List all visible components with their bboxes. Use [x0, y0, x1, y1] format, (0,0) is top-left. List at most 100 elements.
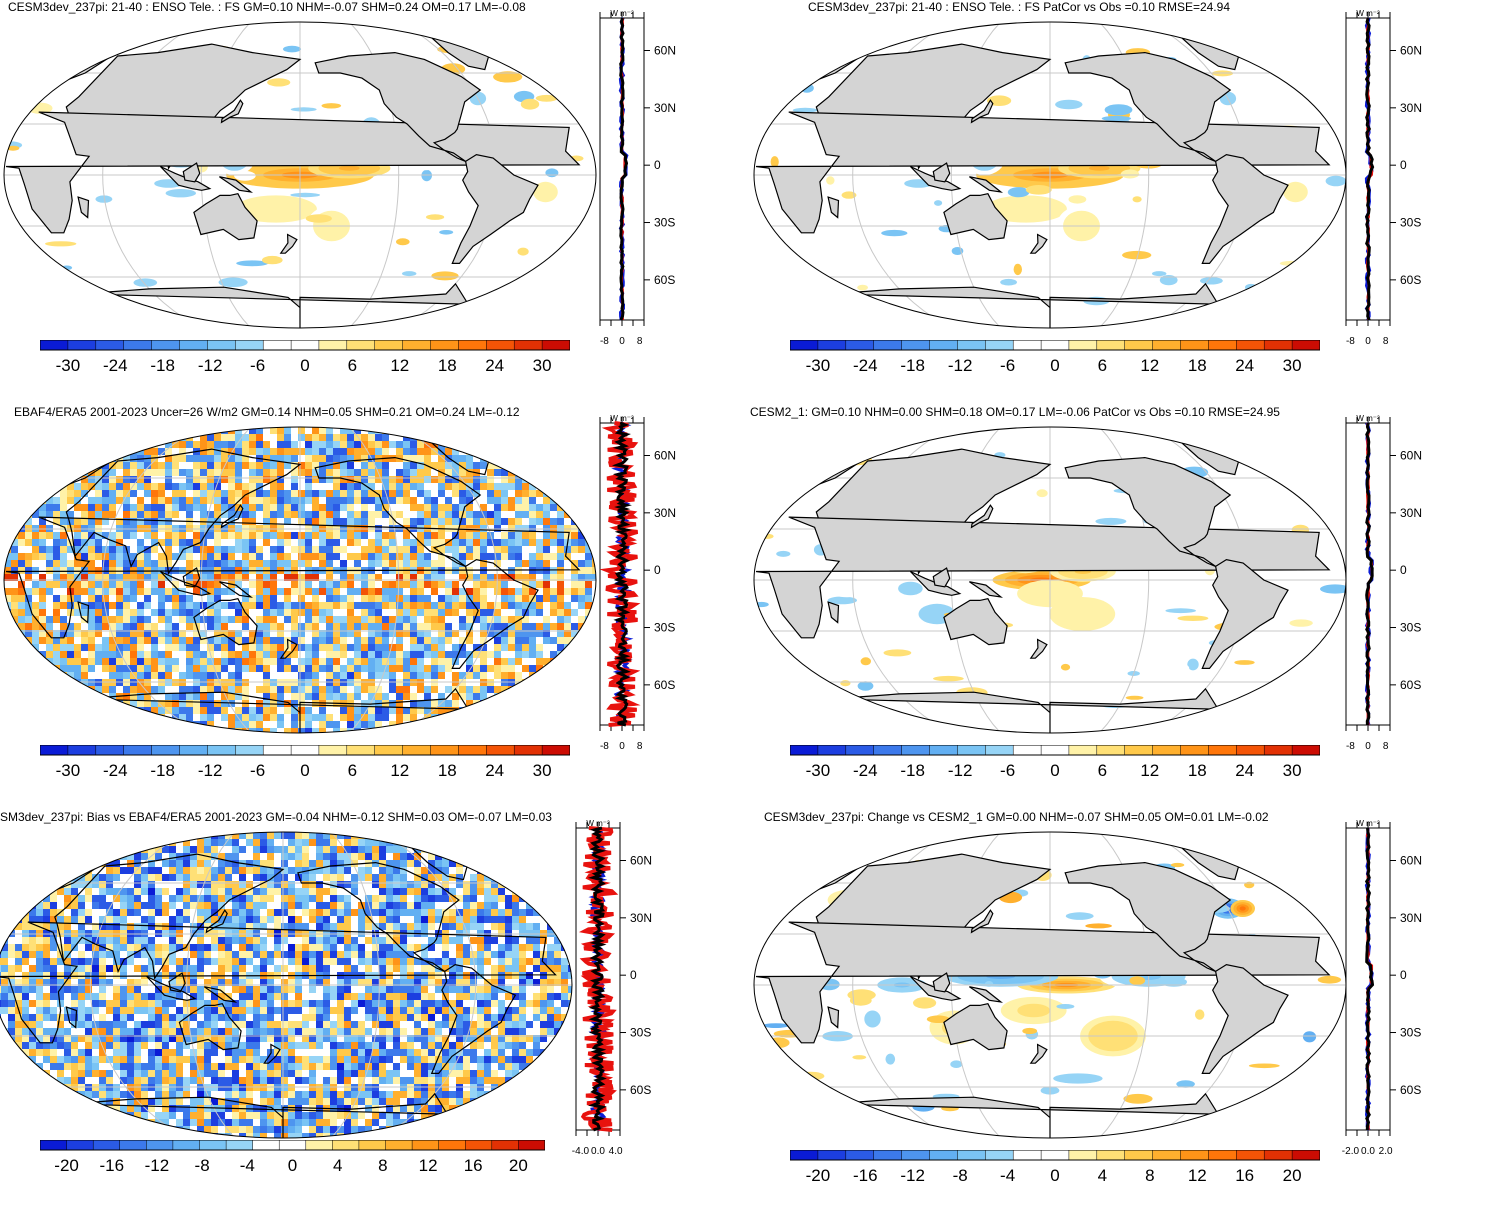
field-cell	[165, 462, 173, 470]
field-cell	[239, 853, 247, 861]
field-cell	[116, 588, 124, 596]
field-cell	[291, 588, 299, 596]
field-cell	[130, 721, 138, 729]
field-cell	[312, 714, 320, 722]
field-cell	[564, 679, 572, 687]
field-cell	[519, 832, 527, 840]
field-cell	[382, 616, 390, 624]
field-cell	[88, 728, 96, 736]
field-cell	[319, 539, 327, 547]
field-cell	[228, 672, 236, 680]
field-cell	[564, 434, 572, 442]
xtick-label: 0	[619, 336, 625, 347]
field-cell	[18, 427, 26, 435]
field-cell	[25, 679, 33, 687]
field-cell	[417, 532, 425, 540]
field-cell	[214, 546, 222, 554]
field-cell	[78, 853, 86, 861]
field-cell	[508, 455, 516, 463]
field-cell	[39, 672, 47, 680]
field-cell	[578, 651, 586, 659]
field-cell	[0, 839, 2, 847]
field-cell	[43, 874, 51, 882]
field-cell	[32, 539, 40, 547]
field-cell	[116, 546, 124, 554]
field-cell	[15, 853, 23, 861]
field-cell	[197, 867, 205, 875]
field-cell	[571, 462, 579, 470]
field-cell	[298, 637, 306, 645]
field-cell	[494, 588, 502, 596]
field-cell	[81, 714, 89, 722]
field-cell	[284, 609, 292, 617]
field-cell	[36, 832, 44, 840]
field-cell	[466, 714, 474, 722]
field-cell	[53, 448, 61, 456]
field-cell	[445, 658, 453, 666]
field-cell	[375, 434, 383, 442]
field-cell	[533, 867, 541, 875]
field-cell	[151, 672, 159, 680]
field-cell	[228, 469, 236, 477]
field-cell	[557, 441, 565, 449]
field-cell	[186, 672, 194, 680]
field-cell	[172, 462, 180, 470]
field-cell	[533, 839, 541, 847]
field-cell	[578, 490, 586, 498]
field-cell	[494, 469, 502, 477]
field-cell	[407, 839, 415, 847]
field-cell	[347, 609, 355, 617]
field-cell	[109, 490, 117, 498]
field-cell	[88, 665, 96, 673]
anomaly-contour	[1026, 185, 1052, 195]
field-cell	[333, 483, 341, 491]
field-cell	[81, 623, 89, 631]
field-cell	[193, 644, 201, 652]
field-cell	[452, 511, 460, 519]
field-cell	[225, 874, 233, 882]
field-cell	[410, 539, 418, 547]
field-cell	[53, 707, 61, 715]
field-cell	[403, 532, 411, 540]
field-cell	[53, 714, 61, 722]
field-cell	[498, 867, 506, 875]
field-cell	[323, 853, 331, 861]
field-cell	[333, 602, 341, 610]
field-cell	[536, 707, 544, 715]
field-cell	[305, 679, 313, 687]
field-cell	[18, 644, 26, 652]
field-cell	[403, 693, 411, 701]
field-cell	[92, 860, 100, 868]
field-cell	[501, 616, 509, 624]
field-cell	[165, 469, 173, 477]
field-cell	[403, 518, 411, 526]
field-cell	[151, 490, 159, 498]
field-cell	[11, 483, 19, 491]
field-cell	[18, 462, 26, 470]
field-cell	[88, 616, 96, 624]
field-cell	[522, 546, 530, 554]
field-cell	[116, 427, 124, 435]
field-cell	[487, 658, 495, 666]
field-cell	[512, 832, 520, 840]
field-cell	[403, 560, 411, 568]
field-cell	[424, 693, 432, 701]
field-cell	[263, 518, 271, 526]
panel-title: CESM3dev_237pi: 21-40 : ENSO Tele. : FS …	[808, 0, 1230, 14]
field-cell	[1, 867, 9, 875]
field-cell	[578, 455, 586, 463]
field-cell	[284, 623, 292, 631]
field-cell	[410, 616, 418, 624]
field-cell	[382, 714, 390, 722]
field-cell	[200, 483, 208, 491]
field-cell	[214, 693, 222, 701]
field-cell	[536, 455, 544, 463]
field-cell	[410, 679, 418, 687]
field-cell	[508, 721, 516, 729]
field-cell	[39, 455, 47, 463]
field-cell	[60, 497, 68, 505]
field-cell	[417, 553, 425, 561]
field-cell	[270, 504, 278, 512]
field-cell	[249, 588, 257, 596]
